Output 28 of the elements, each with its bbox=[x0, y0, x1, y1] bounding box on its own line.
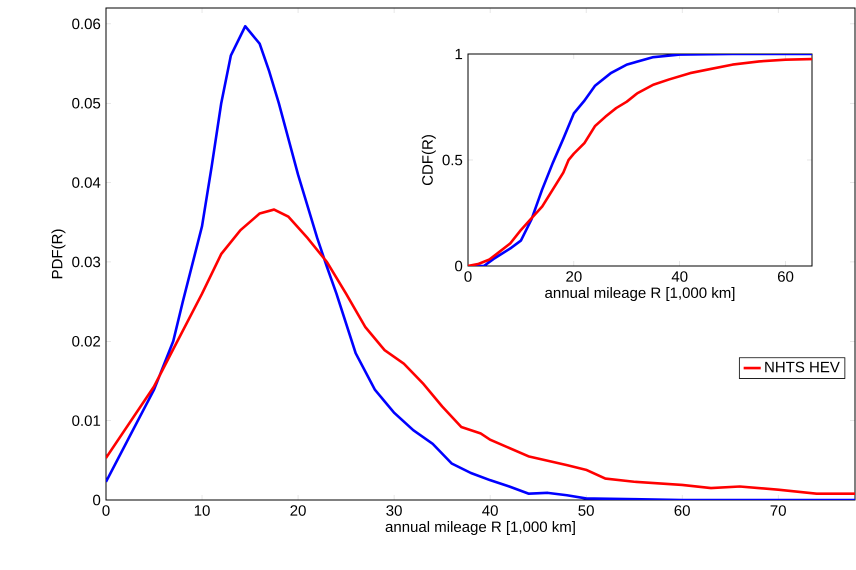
y-tick-label: 0.03 bbox=[72, 256, 100, 268]
y-tick-label: 0 bbox=[455, 260, 462, 272]
x-tick-label: 0 bbox=[102, 505, 110, 516]
y-tick-label: 0 bbox=[93, 494, 100, 506]
x-axis-title: annual mileage R [1,000 km] bbox=[545, 287, 734, 301]
x-tick-label: 10 bbox=[194, 505, 210, 516]
line-series bbox=[106, 208, 856, 495]
x-tick-label: 60 bbox=[674, 505, 690, 516]
y-tick-label: 0.06 bbox=[72, 18, 100, 30]
y-tick-label: 1 bbox=[456, 48, 462, 60]
x-axis-title: annual mileage R [1,000 km] bbox=[386, 521, 575, 535]
x-tick-label: 20 bbox=[290, 505, 306, 516]
y-tick-label: 0.5 bbox=[442, 154, 462, 166]
y-tick-label: 0.05 bbox=[72, 98, 100, 109]
x-tick-label: 70 bbox=[770, 505, 786, 516]
x-tick-label: 30 bbox=[386, 505, 402, 516]
x-tick-label: 60 bbox=[778, 271, 794, 282]
legend-label: NHTS HEV bbox=[765, 362, 840, 372]
x-tick-label: 50 bbox=[578, 505, 594, 516]
x-tick-label: 40 bbox=[672, 271, 688, 282]
y-tick-label: 0.02 bbox=[72, 336, 100, 347]
y-axis-title: PDF(R) bbox=[51, 230, 66, 278]
x-tick-label: 40 bbox=[482, 505, 498, 516]
x-tick-label: 20 bbox=[566, 271, 582, 282]
x-tick-label: 0 bbox=[464, 271, 472, 282]
y-tick-label: 0.04 bbox=[72, 177, 100, 188]
y-tick-label: 0.01 bbox=[72, 415, 100, 426]
y-axis-title: CDF(R) bbox=[422, 135, 436, 186]
